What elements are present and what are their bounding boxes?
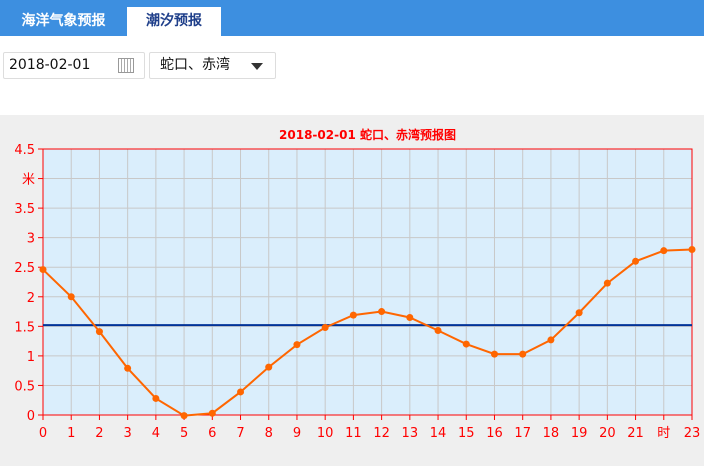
x-tick-label: 12 <box>373 426 390 441</box>
tide-point <box>632 257 640 265</box>
tide-point <box>434 326 442 334</box>
x-tick-label: 15 <box>458 426 475 441</box>
date-input[interactable]: 2018-02-01 <box>3 52 145 79</box>
x-tick-label: 时 <box>657 426 670 441</box>
x-tick-label: 19 <box>571 426 588 441</box>
x-tick-label: 6 <box>208 426 216 441</box>
x-tick-label: 1 <box>67 426 75 441</box>
tide-chart: 0 0.5 1 1.5 2 2.5 3 3.5 米 4.5 0 1 2 3 4 5 6 7 8 9 10 11 12 13 14… <box>0 115 704 466</box>
x-tick-label: 7 <box>236 426 244 441</box>
tide-point <box>293 341 301 349</box>
location-select[interactable]: 蛇口、赤湾 <box>149 52 276 79</box>
tide-point <box>208 409 216 417</box>
date-value: 2018-02-01 <box>9 57 91 73</box>
tide-point <box>519 350 527 358</box>
tide-point <box>180 412 188 420</box>
x-tick-label: 16 <box>486 426 503 441</box>
tide-point <box>603 279 611 287</box>
y-tick-label: 0.5 <box>14 379 35 394</box>
x-tick-label: 2 <box>95 426 103 441</box>
tab-marine-weather[interactable]: 海洋气象预报 <box>21 13 106 29</box>
x-tick-label: 13 <box>402 426 419 441</box>
y-tick-label: 米 <box>22 173 35 188</box>
tide-point <box>462 340 470 348</box>
x-tick-label: 3 <box>124 426 132 441</box>
tide-point <box>575 309 583 317</box>
x-tick-label: 21 <box>627 426 644 441</box>
y-tick-label: 3 <box>27 232 35 247</box>
tide-point <box>688 245 696 253</box>
x-tick-label: 11 <box>345 426 362 441</box>
tide-point <box>124 364 132 372</box>
tide-point <box>490 350 498 358</box>
tide-point <box>152 394 160 402</box>
y-tick-label: 3.5 <box>14 202 35 217</box>
y-tick-label: 0 <box>27 409 35 424</box>
x-tick-label: 23 <box>684 426 701 441</box>
y-tick-label: 1.5 <box>14 320 35 335</box>
tide-point <box>265 363 273 371</box>
plot-border <box>42 148 693 416</box>
tide-point <box>406 313 414 321</box>
y-tick-label: 4.5 <box>14 143 35 158</box>
plot-area <box>43 149 692 415</box>
tide-line <box>42 248 693 417</box>
x-tick-label: 17 <box>514 426 531 441</box>
y-tick-label: 2.5 <box>14 261 35 276</box>
tab-tide-forecast[interactable]: 潮汐预报 <box>127 7 221 36</box>
tide-point <box>95 328 103 336</box>
tide-point <box>67 293 75 301</box>
tide-point <box>349 311 357 319</box>
tab-bar: 海洋气象预报 潮汐预报 <box>0 0 704 36</box>
tide-point <box>547 336 555 344</box>
y-tick-label: 1 <box>27 350 35 365</box>
x-tick-label: 4 <box>152 426 160 441</box>
x-tick-label: 8 <box>265 426 273 441</box>
x-tick-label: 0 <box>39 426 47 441</box>
x-tick-label: 5 <box>180 426 188 441</box>
chart-title: 2018-02-01 蛇口、赤湾预报图 <box>279 127 456 142</box>
location-value: 蛇口、赤湾 <box>160 57 230 73</box>
x-tick-label: 14 <box>430 426 447 441</box>
tide-point <box>378 308 386 316</box>
tide-point <box>660 247 668 255</box>
x-tick-label: 18 <box>543 426 560 441</box>
x-tick-label: 20 <box>599 426 616 441</box>
y-tick-label: 2 <box>27 291 35 306</box>
chart-svg: 00.511.522.533.5米4.50 1 2 3 4 5 6 7 8 9 10 11 12 13 14… <box>14 127 701 441</box>
x-tick-label: 9 <box>293 426 301 441</box>
caret-down-icon <box>251 63 263 70</box>
calendar-icon[interactable] <box>118 58 134 73</box>
x-tick-label: 10 <box>317 426 334 441</box>
tide-point <box>39 266 47 274</box>
tide-point <box>321 324 329 332</box>
tide-point <box>237 388 245 396</box>
